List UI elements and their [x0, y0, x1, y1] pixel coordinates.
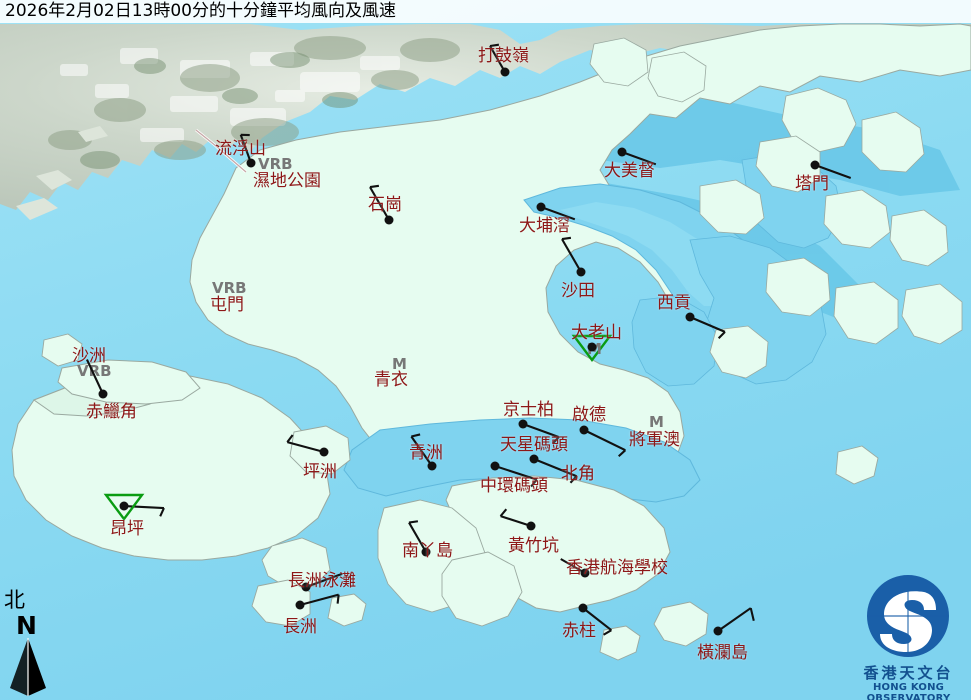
station-dot[interactable]: [685, 312, 695, 322]
station-label[interactable]: 打鼓嶺: [478, 46, 529, 66]
station-dot[interactable]: [536, 202, 546, 212]
missing-data-flag: M: [649, 413, 664, 431]
hko-logo-icon: [867, 575, 949, 657]
station-label[interactable]: 橫瀾島: [697, 643, 748, 663]
north-arrow-icon: [10, 638, 46, 696]
variable-wind-flag: VRB: [77, 362, 112, 380]
station-label[interactable]: 中環碼頭: [480, 476, 548, 496]
station-dot[interactable]: [98, 389, 108, 399]
station-dot[interactable]: [579, 425, 589, 435]
hko-logo: 香港天文台 HONG KONG OBSERVATORY: [846, 572, 971, 700]
variable-wind-flag: VRB: [258, 155, 293, 173]
station-label[interactable]: 大老山: [571, 323, 622, 343]
station-dot[interactable]: [576, 267, 586, 277]
station-label[interactable]: 西貢: [657, 293, 691, 313]
logo-text-english: HONG KONG OBSERVATORY: [866, 682, 951, 700]
station-label[interactable]: 大美督: [604, 161, 655, 181]
station-label[interactable]: 赤柱: [562, 621, 596, 641]
title-bar: 2026年2月02日13時00分的十分鐘平均風向及風速: [0, 0, 971, 23]
station-dot[interactable]: [810, 160, 820, 170]
station-label[interactable]: 青洲: [409, 443, 443, 463]
station-label[interactable]: 赤鱲角: [86, 402, 137, 422]
mainland-landmass: [0, 24, 971, 220]
station-label[interactable]: 流浮山: [215, 139, 266, 159]
station-label[interactable]: 香港航海學校: [566, 558, 668, 578]
station-label[interactable]: 長洲泳灘: [288, 571, 356, 591]
station-triangle-marker: [571, 334, 613, 362]
page-title: 2026年2月02日13時00分的十分鐘平均風向及風速: [5, 1, 396, 21]
station-dot[interactable]: [319, 447, 329, 457]
variable-wind-flag: VRB: [212, 279, 247, 297]
station-label[interactable]: 昂坪: [110, 519, 144, 539]
station-label[interactable]: 長洲: [283, 617, 317, 637]
station-label[interactable]: 青衣: [374, 370, 408, 390]
north-arrow: 北 N: [2, 590, 64, 698]
station-dot[interactable]: [526, 521, 536, 531]
station-dot[interactable]: [500, 67, 510, 77]
bridge-centerline: [195, 129, 247, 173]
station-label[interactable]: 黃竹坑: [508, 536, 559, 556]
north-label-english: N: [16, 611, 37, 640]
station-label[interactable]: 濕地公園: [253, 171, 321, 191]
station-dot[interactable]: [119, 501, 129, 511]
station-dot[interactable]: [246, 158, 256, 168]
station-dot[interactable]: [427, 461, 437, 471]
logo-text-chinese: 香港天文台: [863, 664, 954, 682]
station-dot[interactable]: [617, 147, 627, 157]
station-label[interactable]: 北角: [561, 464, 595, 484]
new-territories-land: [189, 23, 971, 479]
station-label[interactable]: 將軍澳: [629, 430, 680, 450]
station-dot[interactable]: [587, 342, 597, 352]
station-label[interactable]: 坪洲: [303, 462, 337, 482]
station-dot[interactable]: [384, 215, 394, 225]
sai-kung-islands: [589, 37, 963, 379]
station-dot[interactable]: [578, 603, 588, 613]
station-triangle-marker: [103, 493, 145, 521]
station-label[interactable]: 南丫島: [402, 541, 453, 561]
station-label[interactable]: 天星碼頭: [500, 435, 568, 455]
station-dot[interactable]: [713, 626, 723, 636]
missing-data-flag: M: [392, 355, 407, 373]
station-dot[interactable]: [490, 461, 500, 471]
station-label[interactable]: 啟德: [572, 405, 606, 425]
station-label[interactable]: 屯門: [210, 295, 244, 315]
station-dot[interactable]: [301, 582, 311, 592]
station-dot[interactable]: [529, 454, 539, 464]
station-label[interactable]: 塔門: [795, 174, 829, 194]
station-label[interactable]: 大埔滘: [519, 216, 570, 236]
station-label[interactable]: 沙田: [561, 281, 595, 301]
north-label-chinese: 北: [4, 588, 25, 612]
station-dot[interactable]: [421, 547, 431, 557]
station-dot[interactable]: [580, 568, 590, 578]
station-label[interactable]: 沙洲: [72, 346, 106, 366]
station-label[interactable]: 京士柏: [503, 400, 554, 420]
station-label[interactable]: 石崗: [368, 195, 402, 215]
station-dot[interactable]: [518, 419, 528, 429]
station-dot[interactable]: [295, 600, 305, 610]
